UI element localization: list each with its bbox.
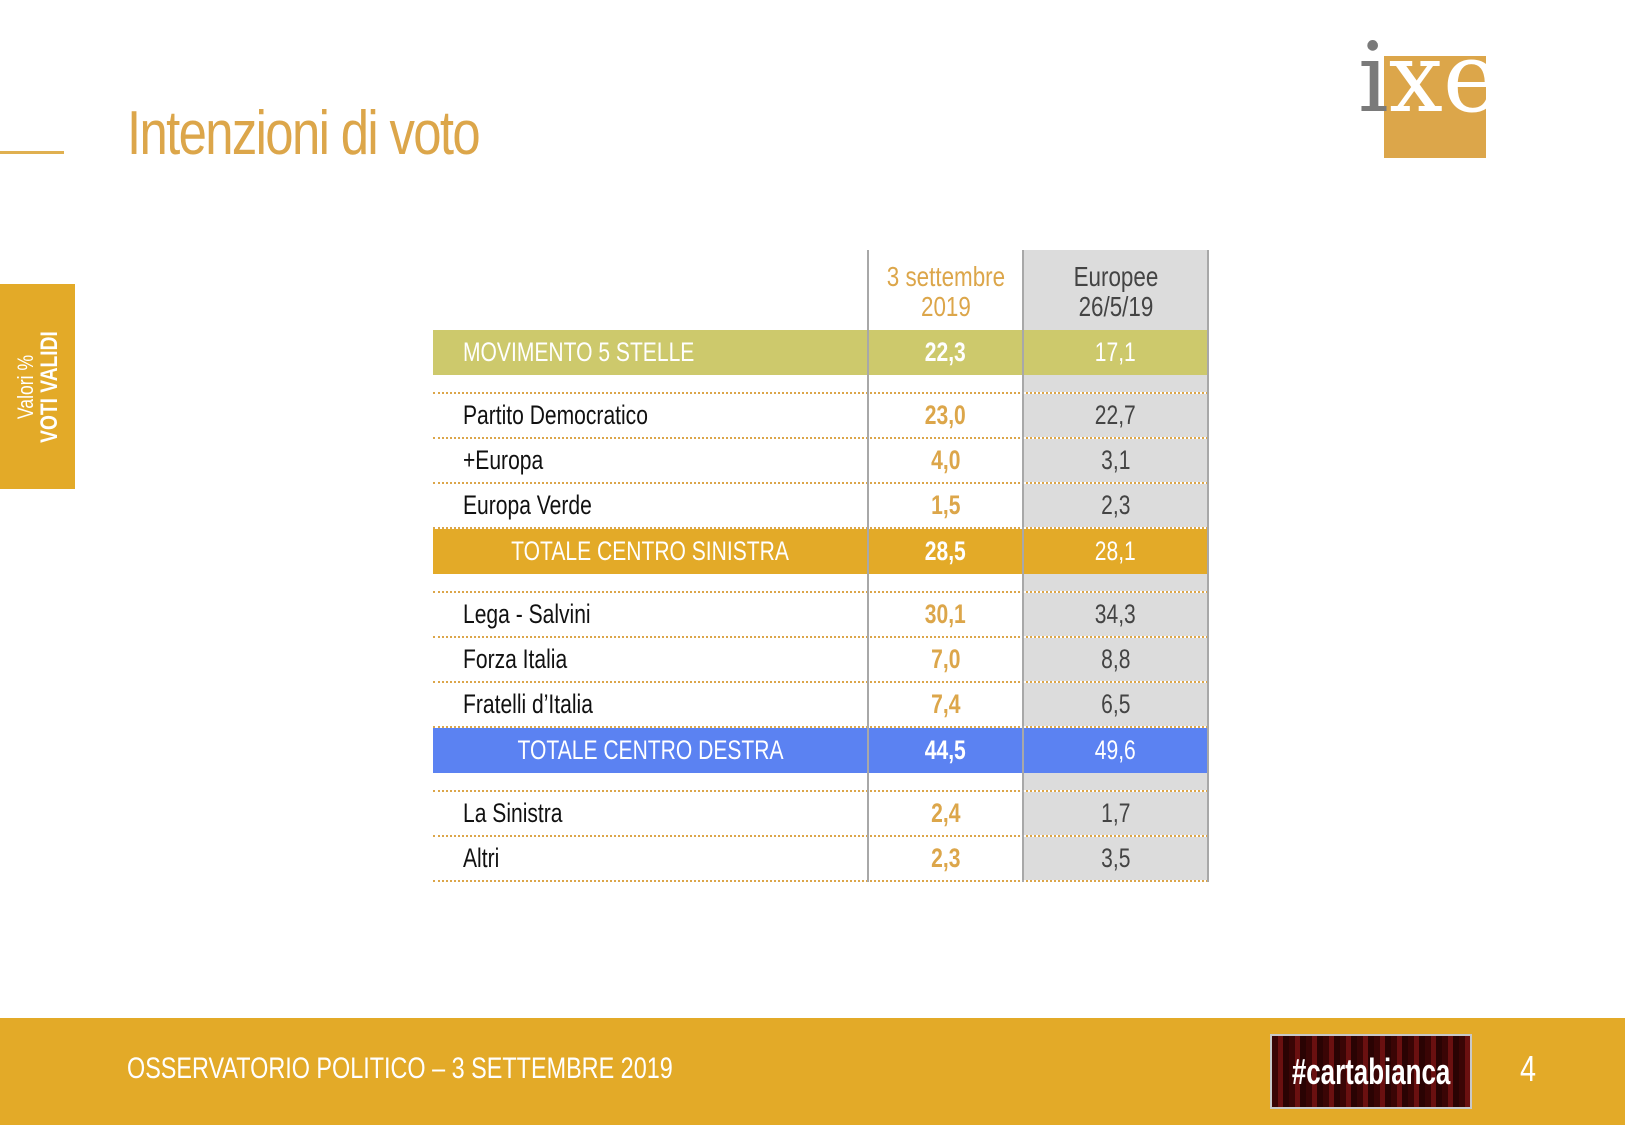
column-divider bbox=[1207, 250, 1209, 882]
table-body: MOVIMENTO 5 STELLE 22,3 17,1 Partito Democr… bbox=[433, 330, 1208, 882]
row-spacer bbox=[433, 773, 1208, 792]
party-label: TOTALE CENTRO DESTRA bbox=[517, 735, 784, 765]
value-3-settembre: 2,4 bbox=[930, 798, 961, 828]
footer-title: OSSERVATORIO POLITICO – 3 SETTEMBRE 2019 bbox=[127, 1052, 673, 1085]
party-label: TOTALE CENTRO SINISTRA bbox=[511, 536, 790, 566]
table-row: Partito Democratico 23,0 22,7 bbox=[433, 394, 1208, 439]
table-row: Altri 2,3 3,5 bbox=[433, 837, 1208, 882]
value-3-settembre: 23,0 bbox=[925, 400, 966, 430]
value-europee: 22,7 bbox=[1095, 400, 1136, 430]
table-row: Lega - Salvini 30,1 34,3 bbox=[433, 593, 1208, 638]
party-label: Fratelli d’Italia bbox=[463, 689, 593, 719]
page-title: Intenzioni di voto bbox=[127, 99, 481, 168]
value-europee: 3,1 bbox=[1100, 445, 1131, 475]
party-label: Lega - Salvini bbox=[463, 599, 591, 629]
value-europee: 6,5 bbox=[1100, 689, 1131, 719]
party-label: Europa Verde bbox=[463, 490, 592, 520]
value-europee: 2,3 bbox=[1100, 490, 1131, 520]
ixe-logo: ixè bbox=[1358, 30, 1500, 162]
value-3-settembre: 4,0 bbox=[930, 445, 961, 475]
table-header: 3 settembre 2019 Europee 26/5/19 bbox=[433, 250, 1208, 330]
party-label: Partito Democratico bbox=[463, 400, 648, 430]
value-3-settembre: 44,5 bbox=[925, 735, 966, 765]
value-europee: 3,5 bbox=[1100, 843, 1131, 873]
table-row-total: MOVIMENTO 5 STELLE 22,3 17,1 bbox=[433, 330, 1208, 375]
table-row: La Sinistra 2,4 1,7 bbox=[433, 792, 1208, 837]
value-3-settembre: 7,4 bbox=[930, 689, 961, 719]
value-europee: 8,8 bbox=[1100, 644, 1131, 674]
page-number: 4 bbox=[1520, 1048, 1537, 1089]
value-3-settembre: 30,1 bbox=[925, 599, 966, 629]
table-row: Europa Verde 1,5 2,3 bbox=[433, 484, 1208, 529]
logo-box bbox=[1384, 56, 1486, 158]
value-3-settembre: 1,5 bbox=[930, 490, 961, 520]
title-rule bbox=[0, 151, 64, 154]
row-spacer bbox=[433, 574, 1208, 593]
side-tab-line1: Valori % bbox=[12, 354, 38, 419]
column-divider bbox=[867, 250, 869, 882]
table-row-total: TOTALE CENTRO DESTRA 44,5 49,6 bbox=[433, 728, 1208, 773]
vote-intention-table: 3 settembre 2019 Europee 26/5/19 MOVIMENTO… bbox=[433, 250, 1209, 882]
value-europee: 28,1 bbox=[1095, 536, 1136, 566]
table-row: Forza Italia 7,0 8,8 bbox=[433, 638, 1208, 683]
value-europee: 1,7 bbox=[1100, 798, 1131, 828]
table-row: Fratelli d’Italia 7,4 6,5 bbox=[433, 683, 1208, 728]
party-label: MOVIMENTO 5 STELLE bbox=[463, 337, 695, 367]
row-spacer bbox=[433, 375, 1208, 394]
party-label: +Europa bbox=[463, 445, 544, 475]
logo-letters: ixè bbox=[1358, 22, 1500, 134]
column-divider bbox=[1022, 250, 1024, 882]
column-header-europee: Europee 26/5/19 bbox=[1023, 250, 1208, 330]
value-europee: 17,1 bbox=[1095, 337, 1136, 367]
value-europee: 34,3 bbox=[1095, 599, 1136, 629]
value-3-settembre: 28,5 bbox=[925, 536, 966, 566]
value-3-settembre: 22,3 bbox=[925, 337, 966, 367]
side-tab-line2: VOTI VALIDI bbox=[35, 330, 63, 443]
cartabianca-logo: #cartabianca bbox=[1270, 1034, 1472, 1109]
column-header-3-settembre: 3 settembre 2019 bbox=[886, 261, 1005, 322]
value-3-settembre: 7,0 bbox=[930, 644, 961, 674]
value-3-settembre: 2,3 bbox=[930, 843, 961, 873]
party-label: Forza Italia bbox=[463, 644, 568, 674]
table-row: +Europa 4,0 3,1 bbox=[433, 439, 1208, 484]
side-tab: Valori % VOTI VALIDI bbox=[0, 284, 75, 489]
table-row-total: TOTALE CENTRO SINISTRA 28,5 28,1 bbox=[433, 529, 1208, 574]
party-label: Altri bbox=[463, 843, 500, 873]
value-europee: 49,6 bbox=[1095, 735, 1136, 765]
party-label: La Sinistra bbox=[463, 798, 563, 828]
